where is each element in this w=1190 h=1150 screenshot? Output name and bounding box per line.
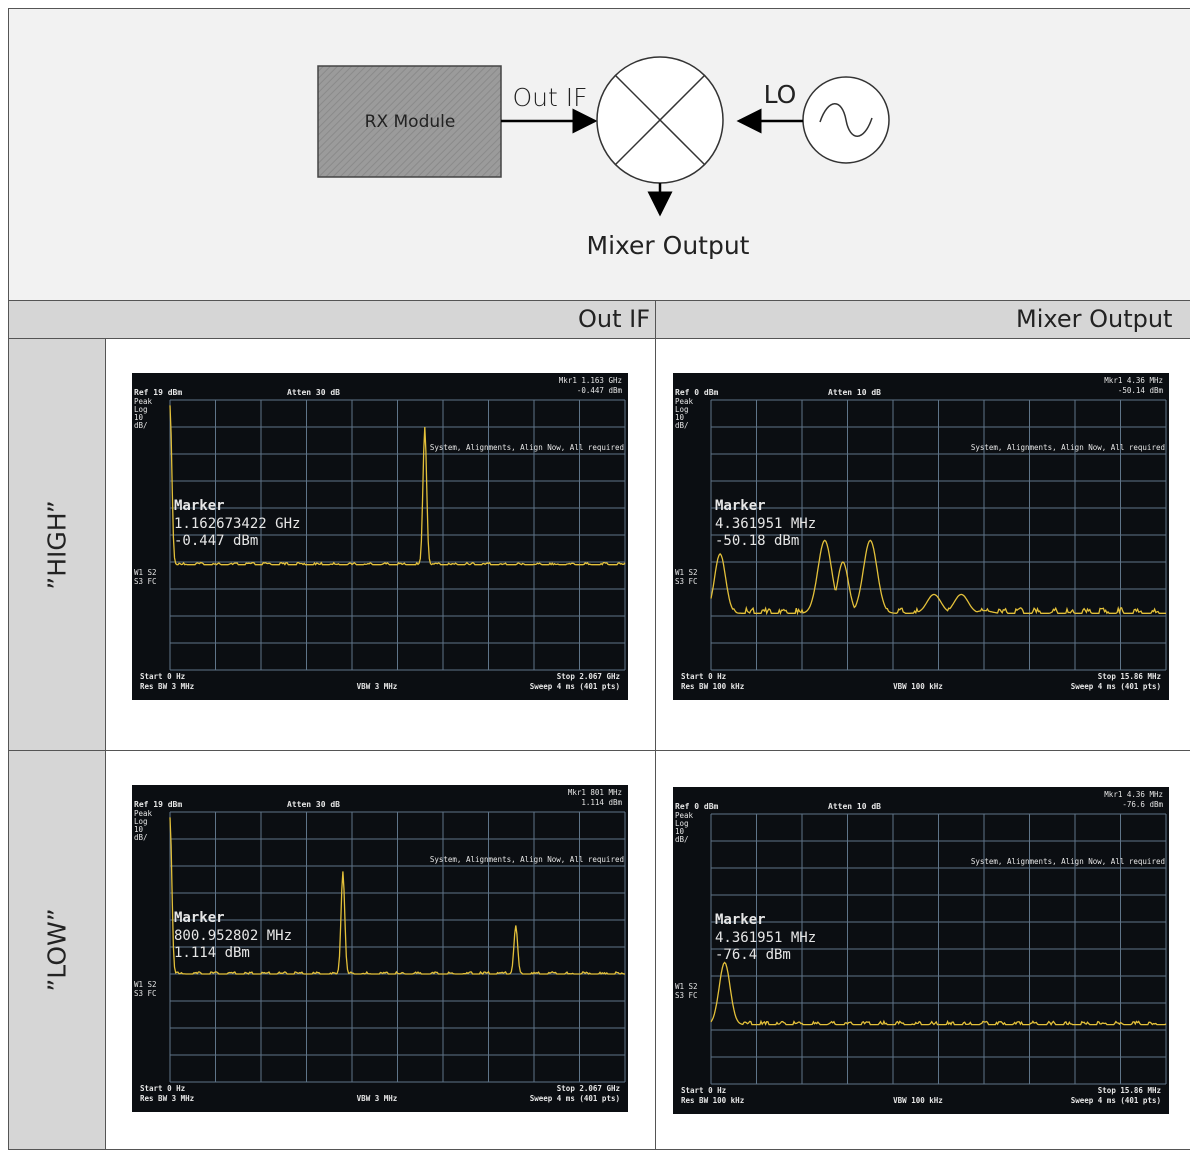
marker-readout: 1.114 dBm	[581, 798, 622, 807]
mode: dB/	[134, 833, 148, 842]
res-bw: Res BW 3 MHz	[140, 682, 194, 691]
vbw: VBW 100 kHz	[893, 1096, 943, 1105]
row-label: ”HIGH”	[43, 500, 72, 589]
marker-freq: 1.162673422 GHz	[174, 516, 300, 532]
vbw: VBW 3 MHz	[357, 682, 398, 691]
start: Start 0 Hz	[140, 672, 185, 681]
message: System, Alignments, Align Now, All requi…	[971, 857, 1165, 866]
marker-readout: -76.6 dBm	[1122, 800, 1163, 809]
marker-level: -50.18 dBm	[715, 533, 799, 549]
ref: Ref 19 dBm	[134, 388, 182, 397]
atten: Atten 10 dB	[828, 802, 881, 811]
vbw: VBW 3 MHz	[357, 1094, 398, 1103]
marker-freq: 4.361951 MHz	[715, 516, 816, 532]
flag: S3 FC	[134, 989, 157, 998]
stop: Stop 2.067 GHz	[557, 1084, 620, 1093]
atten: Atten 30 dB	[287, 388, 340, 397]
mode: dB/	[675, 421, 689, 430]
flag: S3 FC	[134, 577, 157, 586]
marker-level: -0.447 dBm	[174, 533, 258, 549]
input-label: Out IF	[512, 83, 587, 112]
atten: Atten 30 dB	[287, 800, 340, 809]
ref: Ref 0 dBm	[675, 802, 719, 811]
ref: Ref 19 dBm	[134, 800, 182, 809]
sweep: Sweep 4 ms (401 pts)	[530, 682, 620, 691]
mode: dB/	[134, 421, 148, 430]
marker-title: Marker	[174, 910, 225, 926]
marker-readout: Mkr1 1.163 GHz	[559, 376, 622, 385]
flag: W1 S2	[134, 568, 157, 577]
flag: W1 S2	[675, 982, 698, 991]
res-bw: Res BW 100 kHz	[681, 1096, 744, 1105]
column-header: Mixer Output	[655, 300, 1190, 339]
flag: W1 S2	[134, 980, 157, 989]
message: System, Alignments, Align Now, All requi…	[971, 443, 1165, 452]
flag: S3 FC	[675, 577, 698, 586]
marker-readout: -50.14 dBm	[1118, 386, 1164, 395]
column-header: Out IF	[8, 300, 656, 339]
stop: Stop 2.067 GHz	[557, 672, 620, 681]
marker-title: Marker	[715, 912, 766, 928]
flag: S3 FC	[675, 991, 698, 1000]
output-label: Mixer Output	[587, 231, 750, 260]
marker-title: Marker	[715, 498, 766, 514]
marker-level: -76.4 dBm	[715, 947, 791, 963]
sweep: Sweep 4 ms (401 pts)	[530, 1094, 620, 1103]
marker-readout: Mkr1 4.36 MHz	[1104, 376, 1163, 385]
res-bw: Res BW 3 MHz	[140, 1094, 194, 1103]
row-label: ”LOW”	[43, 908, 72, 991]
stop: Stop 15.86 MHz	[1098, 1086, 1161, 1095]
marker-readout: -0.447 dBm	[577, 386, 623, 395]
start: Start 0 Hz	[681, 672, 726, 681]
atten: Atten 10 dB	[828, 388, 881, 397]
marker-title: Marker	[174, 498, 225, 514]
vbw: VBW 100 kHz	[893, 682, 943, 691]
message: System, Alignments, Align Now, All requi…	[430, 443, 624, 452]
stop: Stop 15.86 MHz	[1098, 672, 1161, 681]
marker-freq: 4.361951 MHz	[715, 930, 816, 946]
marker-freq: 800.952802 MHz	[174, 928, 292, 944]
marker-level: 1.114 dBm	[174, 945, 250, 961]
sweep: Sweep 4 ms (401 pts)	[1071, 1096, 1161, 1105]
mode: dB/	[675, 835, 689, 844]
lo-label: LO	[764, 80, 797, 109]
block-label: RX Module	[365, 112, 456, 132]
page: RX Module Out IF LO Mixer Output Out IF …	[0, 0, 1190, 1142]
sweep: Sweep 4 ms (401 pts)	[1071, 682, 1161, 691]
ref: Ref 0 dBm	[675, 388, 719, 397]
diagram: RX Module Out IF LO Mixer Output	[0, 0, 1190, 300]
marker-readout: Mkr1 4.36 MHz	[1104, 790, 1163, 799]
start: Start 0 Hz	[681, 1086, 726, 1095]
flag: W1 S2	[675, 568, 698, 577]
res-bw: Res BW 100 kHz	[681, 682, 744, 691]
message: System, Alignments, Align Now, All requi…	[430, 855, 624, 864]
marker-readout: Mkr1 801 MHz	[568, 788, 622, 797]
start: Start 0 Hz	[140, 1084, 185, 1093]
